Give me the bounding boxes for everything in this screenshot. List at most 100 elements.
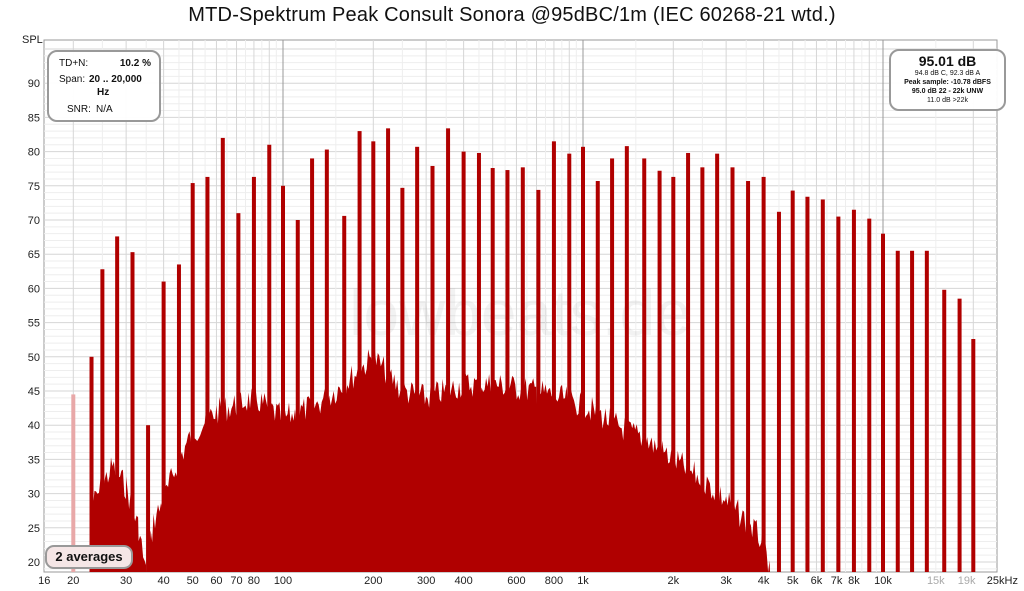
peak-bar [657, 170, 662, 572]
x-tick-label: 8k [848, 575, 860, 587]
peak-bar [371, 141, 376, 572]
peak-bar [461, 151, 466, 572]
peak-sample: Peak sample: -10.78 dBFS [904, 79, 991, 86]
y-tick-label: 35 [28, 454, 40, 466]
peak-bar [805, 196, 810, 572]
peak-bar [357, 131, 362, 572]
ultrasonic-level: 11.0 dB >22k [927, 97, 968, 104]
y-tick-label: 65 [28, 249, 40, 261]
span-unit: Hz [97, 87, 110, 98]
y-tick-label: 60 [28, 283, 40, 295]
peak-bar [957, 298, 962, 572]
span-label: Span: [59, 74, 86, 85]
x-tick-label: 4k [758, 575, 770, 587]
weighted-levels: 94.8 dB C, 92.3 dB A [914, 70, 981, 77]
peak-bar [386, 128, 391, 572]
peak-bar [415, 146, 420, 572]
x-tick-label: 1k [577, 575, 589, 587]
y-tick-label: 80 [28, 147, 40, 159]
peak-bar [281, 185, 285, 573]
peak-bar [671, 176, 676, 572]
peak-bar [881, 233, 885, 572]
peak-bar [867, 218, 872, 572]
peak-bar [700, 167, 705, 572]
level-value: 95.01 dB [918, 53, 977, 69]
peak-bar [205, 176, 210, 572]
peak-bar [730, 167, 735, 572]
peak-bar [490, 168, 495, 573]
tdn-label: TD+N: [59, 58, 89, 69]
snr-label: SNR: [67, 104, 91, 115]
x-tick-label: 20 [67, 575, 79, 587]
y-tick-label: 20 [28, 557, 40, 569]
x-tick-label: 25kHz [987, 575, 1018, 587]
x-tick-label: 100 [274, 575, 292, 587]
peak-bar [342, 215, 347, 572]
y-tick-label: 30 [28, 489, 40, 501]
peak-bar [761, 176, 766, 572]
x-tick-label: 19k [958, 575, 976, 587]
x-tick-label: 30 [120, 575, 132, 587]
peak-bar [476, 152, 481, 572]
peak-bar [505, 170, 510, 572]
peak-bar [161, 281, 166, 572]
peak-bar [610, 158, 615, 572]
peak-bar [715, 153, 720, 573]
x-tick-label: 15k [927, 575, 945, 587]
peak-bar [146, 425, 151, 572]
peak-bar [400, 187, 405, 573]
peak-bar [295, 220, 300, 572]
peak-bar [100, 269, 105, 572]
x-tick-label: 10k [874, 575, 892, 587]
peak-bar [746, 181, 751, 572]
x-tick-label: 800 [545, 575, 563, 587]
span-value: 20 .. 20,000 [89, 74, 142, 85]
snr-value: N/A [96, 104, 113, 115]
x-tick-label: 3k [720, 575, 732, 587]
peak-bar [267, 144, 272, 572]
y-tick-label: 55 [28, 318, 40, 330]
x-tick-label: 400 [454, 575, 472, 587]
peak-bar [130, 252, 135, 572]
peak-bar [89, 356, 94, 572]
peak-bar [971, 339, 976, 572]
peak-bar [176, 264, 181, 572]
peak-bar [942, 289, 947, 572]
y-tick-label: 70 [28, 215, 40, 227]
peak-bar [924, 250, 929, 572]
x-tick-label: 5k [787, 575, 799, 587]
level-info-box: 95.01 dB 94.8 dB C, 92.3 dB A Peak sampl… [889, 49, 1006, 111]
unweighted-level: 95.0 dB 22 - 22k UNW [911, 88, 984, 95]
x-tick-label: 200 [364, 575, 382, 587]
peak-bar [115, 236, 120, 572]
peak-bar [642, 158, 647, 572]
peak-bar [430, 165, 435, 573]
watermark: lowbeats.de [349, 277, 691, 349]
x-tick-label: 80 [248, 575, 260, 587]
peak-bar [324, 149, 329, 572]
peak-bar [520, 167, 525, 572]
averages-badge: 2 averages [45, 545, 133, 569]
peak-bar [686, 152, 691, 572]
peak-bar [595, 181, 600, 572]
x-tick-label: 60 [210, 575, 222, 587]
peak-bar [551, 141, 556, 572]
peak-bar [836, 216, 841, 572]
peak-bar [236, 213, 241, 572]
y-tick-label: 75 [28, 181, 40, 193]
x-tick-label: 16 [38, 575, 50, 587]
peak-bar [790, 190, 795, 572]
x-tick-label: 70 [230, 575, 242, 587]
y-tick-label: 90 [28, 78, 40, 90]
peak-bar [895, 250, 900, 572]
peak-bar [536, 189, 541, 573]
x-tick-label: 6k [811, 575, 823, 587]
peak-bar [220, 137, 225, 573]
x-tick-label: 7k [831, 575, 843, 587]
peak-bar [310, 158, 315, 572]
peak-bar [776, 211, 781, 573]
peak-bar [190, 183, 195, 572]
peak-bar [251, 176, 256, 572]
x-tick-label: 40 [157, 575, 169, 587]
